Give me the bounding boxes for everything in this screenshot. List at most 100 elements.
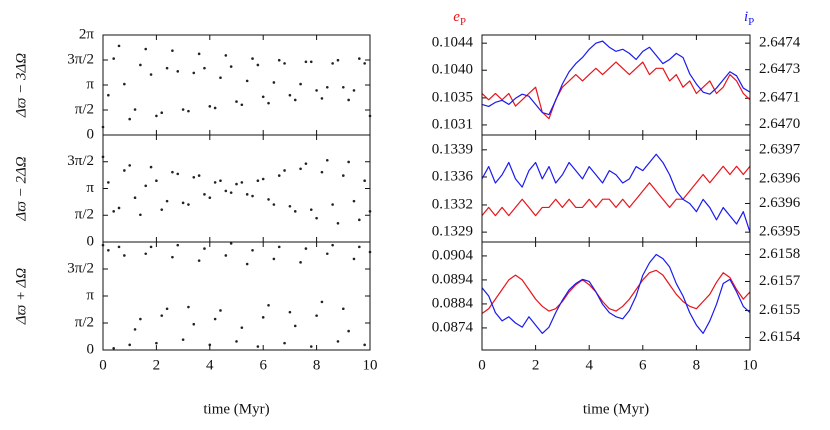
point xyxy=(139,63,142,67)
point xyxy=(245,193,249,196)
y2-tick-label: 2.6157 xyxy=(759,273,801,289)
point xyxy=(267,198,270,201)
x-tick-label: 10 xyxy=(363,357,378,373)
point xyxy=(309,345,313,348)
point xyxy=(293,210,297,213)
point xyxy=(347,160,350,164)
point xyxy=(288,93,292,97)
point xyxy=(192,71,196,75)
point xyxy=(299,82,302,86)
point xyxy=(283,62,286,65)
point xyxy=(235,340,238,343)
x-tick-label: 8 xyxy=(693,357,701,373)
point xyxy=(229,242,233,245)
point xyxy=(160,111,164,115)
point xyxy=(219,309,222,312)
point xyxy=(112,57,115,60)
point xyxy=(358,57,361,60)
series-line xyxy=(481,153,751,233)
y2-tick-label: 2.6395 xyxy=(759,224,800,240)
point xyxy=(251,249,254,252)
point xyxy=(251,57,254,60)
point xyxy=(176,243,180,247)
series-line xyxy=(481,269,751,315)
point xyxy=(171,255,174,259)
point xyxy=(304,247,308,250)
point xyxy=(245,262,249,266)
series-line xyxy=(481,40,751,116)
y2-tick-label: 2.6154 xyxy=(759,329,801,345)
point xyxy=(352,199,356,203)
point xyxy=(320,300,324,304)
point xyxy=(331,203,334,206)
point xyxy=(139,213,142,217)
panel-frame xyxy=(481,241,751,351)
point xyxy=(363,179,366,182)
point xyxy=(213,181,217,184)
point xyxy=(219,76,222,80)
point xyxy=(176,172,180,176)
point xyxy=(283,169,286,172)
y-tick-label: π/2 xyxy=(75,101,94,117)
y-tick-label: 0.1040 xyxy=(432,62,473,78)
y-tick-label: π xyxy=(86,76,94,92)
x-tick-label: 0 xyxy=(99,357,107,373)
point xyxy=(256,63,260,67)
point xyxy=(245,79,249,83)
y-tick-label: π xyxy=(86,287,94,303)
y2-tick-label: 2.6396 xyxy=(759,195,801,211)
point xyxy=(128,117,131,121)
y-tick-label: 3π/2 xyxy=(67,51,94,67)
point xyxy=(320,97,324,100)
x-tick-label: 10 xyxy=(743,357,758,373)
point xyxy=(149,165,153,169)
y2-tick-label: 2.6473 xyxy=(759,61,800,77)
point xyxy=(358,218,361,222)
point xyxy=(342,85,345,89)
point xyxy=(267,304,270,307)
point xyxy=(144,252,148,256)
point xyxy=(165,199,169,203)
point xyxy=(133,196,137,200)
point xyxy=(240,326,244,329)
point xyxy=(187,305,190,309)
point xyxy=(288,204,292,208)
point xyxy=(342,307,345,311)
x-axis-label: time (Myr) xyxy=(583,401,649,417)
point xyxy=(277,174,281,177)
y-tick-label: 0.1044 xyxy=(432,35,474,51)
y2-tick-label: 2.6470 xyxy=(759,116,800,132)
y-tick-label: 0.1031 xyxy=(432,116,473,132)
x-tick-label: 0 xyxy=(478,357,486,373)
point xyxy=(133,328,137,331)
point xyxy=(256,345,260,348)
point xyxy=(315,89,318,92)
x-tick-label: 4 xyxy=(206,357,214,373)
point xyxy=(320,170,324,174)
point xyxy=(315,314,318,317)
x-tick-label: 4 xyxy=(585,357,593,373)
point xyxy=(192,322,196,326)
y2-tick-label: 2.6397 xyxy=(759,142,801,158)
point xyxy=(171,170,174,174)
point xyxy=(336,58,340,62)
point xyxy=(363,62,366,65)
x-axis-label: time (Myr) xyxy=(203,401,269,417)
point xyxy=(203,247,206,250)
series-subscript: P xyxy=(460,16,466,28)
y-tick-label: 2π xyxy=(79,26,95,42)
point xyxy=(139,317,142,321)
panel-frame xyxy=(102,241,371,351)
x-tick-label: 8 xyxy=(313,357,321,373)
y-tick-label: 0.1035 xyxy=(432,89,473,105)
point xyxy=(331,243,334,247)
point xyxy=(187,109,190,113)
point xyxy=(192,175,196,179)
point xyxy=(293,324,297,328)
y-tick-label: 0.0894 xyxy=(432,271,474,287)
y-tick-label: 0.0884 xyxy=(432,295,474,311)
y-tick-label: 3π/2 xyxy=(67,260,94,276)
y-tick-label: 0.1329 xyxy=(432,224,473,240)
point xyxy=(165,307,169,311)
point xyxy=(155,179,158,182)
